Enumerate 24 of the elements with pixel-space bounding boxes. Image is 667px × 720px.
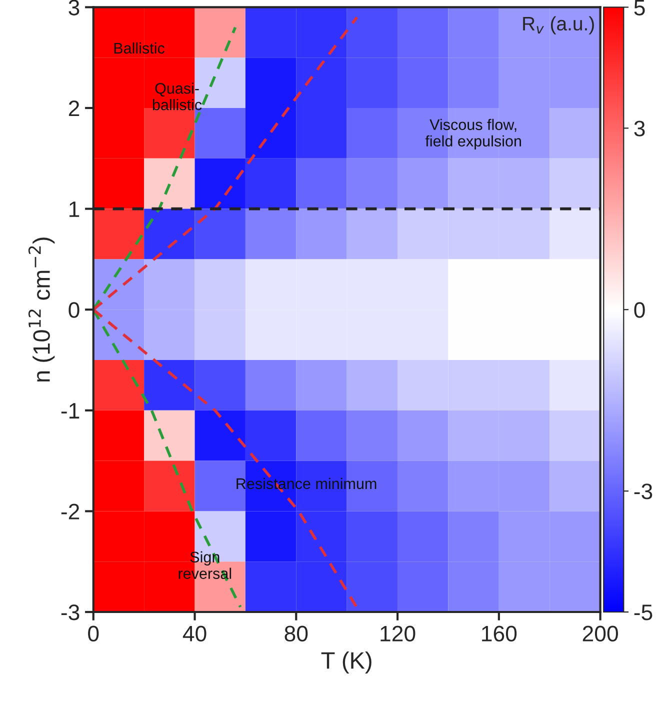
- x-tick-label: 200: [582, 626, 618, 642]
- x-tick-label: 80: [284, 626, 308, 642]
- y-tick-label: 1: [70, 202, 80, 217]
- y-tick-label: 3: [68, 0, 80, 16]
- y-tick-label: -3: [61, 604, 80, 620]
- color-bar-label: 0: [634, 302, 645, 318]
- color-bar-label: -5: [634, 604, 652, 620]
- annotation: Resistance minimum: [236, 478, 376, 490]
- annotation: Viscous flow, field expulsion: [425, 118, 521, 150]
- x-tick-label: 0: [88, 626, 99, 642]
- color-bar-label: 3: [634, 120, 645, 136]
- x-tick-label: 40: [182, 626, 206, 642]
- y-tick-label: -1: [61, 403, 80, 418]
- y-tick-label: 2: [68, 100, 80, 116]
- x-tick-label: 120: [380, 626, 416, 642]
- y-tick-label: 0: [68, 302, 80, 318]
- y-axis-title: n (10$^{12}$ cm$^{−2}$): [28, 238, 55, 382]
- color-bar-title: R$_{v}$ (a.u.): [523, 16, 594, 34]
- color-bar-label: 5: [634, 0, 645, 16]
- x-axis-title: T (K): [321, 651, 372, 674]
- y-tick-label: -2: [61, 504, 80, 520]
- x-tick-label: 160: [482, 626, 517, 642]
- color-bar-label: -3: [634, 484, 652, 500]
- annotation: Ballistic: [114, 42, 164, 54]
